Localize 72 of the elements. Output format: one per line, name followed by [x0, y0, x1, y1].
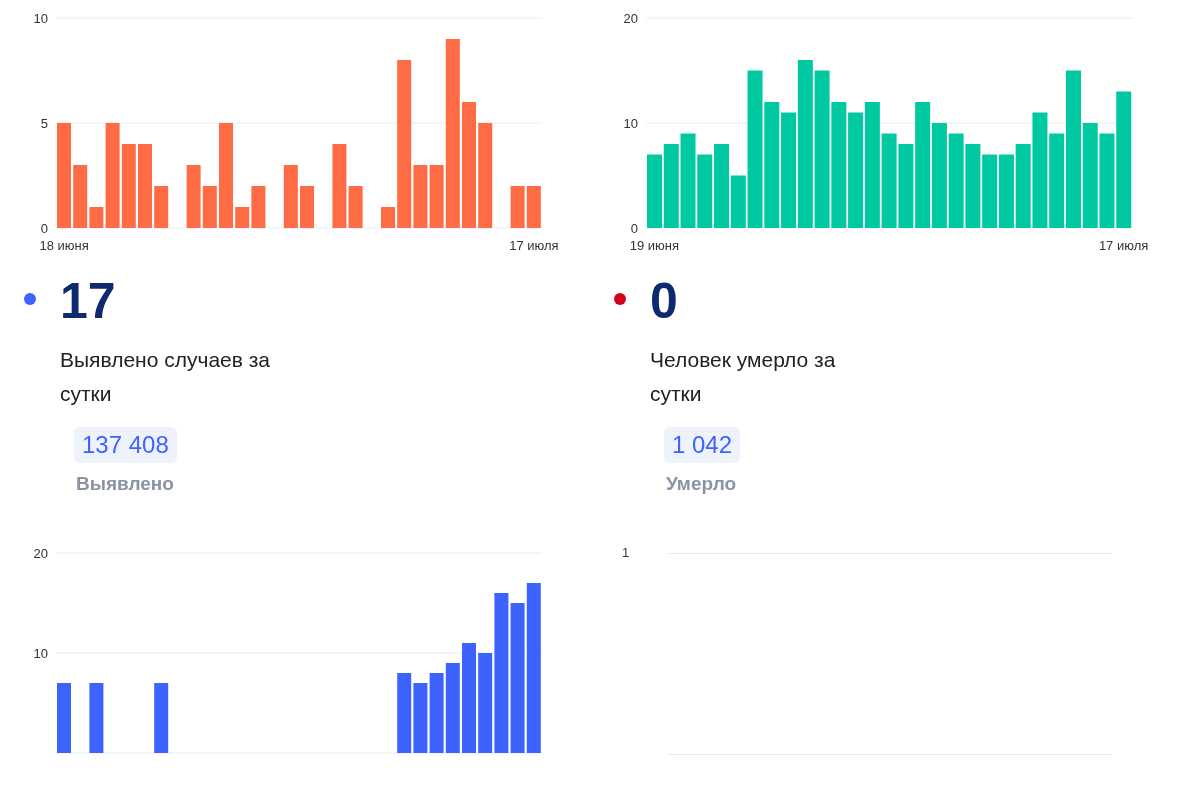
bar — [397, 673, 412, 753]
bar — [235, 207, 250, 228]
bar — [462, 102, 476, 228]
bar — [89, 683, 104, 753]
text: Человек умерло за сутки — [650, 347, 837, 407]
bar — [121, 144, 136, 228]
x-tick-label: 17 июля — [509, 238, 559, 253]
bar — [931, 123, 947, 228]
bar — [138, 144, 152, 228]
text: 17 — [60, 273, 117, 329]
text: Выявлено — [76, 473, 175, 495]
text: 1 — [622, 545, 630, 560]
bar — [332, 144, 347, 228]
bar — [797, 60, 813, 228]
bar — [186, 165, 201, 228]
bar — [105, 123, 120, 228]
y-tick-label: 10 — [623, 115, 638, 131]
y-tick-label: 0 — [630, 220, 638, 236]
bar — [848, 112, 864, 228]
bar — [348, 186, 363, 228]
bar — [494, 593, 509, 753]
bar — [283, 165, 298, 228]
bar — [57, 123, 71, 228]
bar — [251, 186, 266, 228]
bar — [526, 186, 541, 228]
x-tick-label: 19 июня — [629, 238, 680, 253]
bar — [478, 123, 493, 228]
bar — [445, 39, 460, 228]
bar — [781, 112, 797, 228]
y-tick-label: 20 — [33, 545, 48, 561]
bar — [57, 683, 71, 753]
bar — [202, 186, 217, 228]
bar — [219, 123, 233, 228]
y-tick-label: 20 — [623, 10, 638, 26]
y-tick-label: 0 — [40, 220, 48, 236]
y-tick-label: 5 — [40, 115, 48, 131]
bar — [982, 154, 998, 228]
y-tick-label: 10 — [33, 645, 48, 661]
bar — [154, 683, 169, 753]
bar — [510, 186, 525, 228]
bar — [1116, 91, 1132, 228]
bar — [300, 186, 314, 228]
bar — [1065, 70, 1081, 228]
bar — [1049, 133, 1065, 228]
bar — [915, 102, 931, 228]
bar — [413, 683, 428, 753]
bar — [998, 154, 1014, 228]
bar — [429, 673, 444, 753]
bar — [730, 175, 746, 228]
bar — [526, 583, 541, 753]
bar — [714, 144, 730, 228]
bar — [510, 603, 525, 753]
text: 1 042 — [664, 427, 741, 463]
y-tick-label: 10 — [33, 10, 48, 26]
bar — [89, 207, 104, 228]
bar — [478, 653, 493, 753]
x-tick-label: 18 июня — [39, 238, 89, 253]
bar — [154, 186, 169, 228]
bar — [445, 663, 460, 753]
x-tick-label: 17 июля — [1098, 238, 1149, 253]
bar — [413, 165, 428, 228]
text: 137 408 — [74, 427, 177, 463]
bar — [462, 643, 476, 753]
bar — [429, 165, 444, 228]
bar — [663, 144, 679, 228]
bar — [864, 102, 880, 228]
text: Выявлено случаев за сутки — [60, 347, 272, 407]
bar — [381, 207, 395, 228]
bar — [73, 165, 88, 228]
bar — [397, 60, 412, 228]
bar — [647, 154, 662, 228]
text: Умерло — [666, 473, 738, 495]
